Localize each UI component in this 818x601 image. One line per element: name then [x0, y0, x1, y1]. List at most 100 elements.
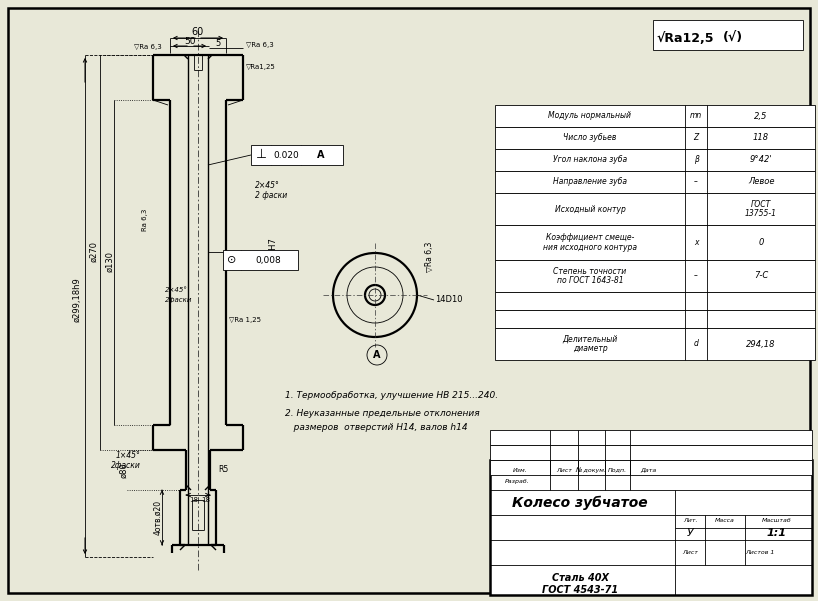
Text: ГОСТ 4543-71: ГОСТ 4543-71 — [542, 585, 618, 595]
Text: –: – — [694, 177, 698, 186]
Text: Ra 6,3: Ra 6,3 — [142, 209, 148, 231]
Text: ⊥: ⊥ — [255, 148, 267, 162]
Bar — [490, 430, 812, 445]
Bar — [188, 425, 208, 450]
Bar — [151, 53, 273, 549]
Bar — [188, 450, 208, 490]
Text: Z: Z — [694, 133, 699, 142]
Text: 2фаски: 2фаски — [111, 460, 141, 469]
Text: 18: 18 — [190, 497, 199, 503]
Text: 2×45°: 2×45° — [255, 180, 280, 189]
Text: Сталь 40Х: Сталь 40Х — [551, 573, 609, 583]
Text: ния исходного контура: ния исходного контура — [543, 243, 637, 252]
Text: 2×45°: 2×45° — [165, 287, 188, 293]
Text: Лист: Лист — [556, 468, 572, 472]
Bar — [208, 450, 210, 490]
Bar — [208, 100, 226, 425]
Text: Делительный: Делительный — [563, 335, 618, 344]
Text: Листов 1: Листов 1 — [745, 549, 775, 555]
Text: 50: 50 — [184, 37, 196, 46]
Bar — [495, 171, 815, 193]
Text: Степень точности: Степень точности — [553, 267, 627, 276]
Bar — [186, 450, 188, 490]
Text: Число зубьев: Число зубьев — [564, 133, 617, 142]
Bar — [495, 105, 815, 127]
Text: β: β — [694, 156, 699, 165]
Text: Разраб.: Разраб. — [505, 480, 530, 484]
Text: 7-С: 7-С — [754, 272, 768, 281]
Text: 1×45°: 1×45° — [116, 451, 141, 460]
Bar — [170, 100, 188, 425]
Text: 5: 5 — [215, 38, 221, 47]
Text: 294,18: 294,18 — [746, 340, 775, 349]
Bar — [490, 445, 812, 460]
Text: ø80: ø80 — [119, 462, 128, 478]
Text: (√): (√) — [723, 31, 743, 44]
Text: 2 фаски: 2 фаски — [255, 192, 287, 201]
Text: 18: 18 — [201, 497, 210, 503]
Text: d: d — [694, 340, 699, 349]
Bar — [495, 193, 815, 225]
Text: x: x — [694, 238, 699, 247]
Text: 2фаски: 2фаски — [165, 297, 192, 303]
Text: 0: 0 — [758, 238, 764, 247]
Bar — [495, 328, 815, 360]
Bar — [251, 145, 343, 165]
Bar — [208, 55, 243, 100]
Bar — [490, 460, 812, 475]
Text: 2,5: 2,5 — [754, 112, 767, 120]
Bar — [188, 490, 208, 545]
Text: Лит.: Лит. — [683, 519, 697, 523]
Text: У: У — [686, 528, 694, 538]
Text: R5: R5 — [218, 466, 228, 475]
Text: по ГОСТ 1643-81: по ГОСТ 1643-81 — [557, 276, 623, 285]
Text: № докум.: № докум. — [576, 467, 606, 473]
Text: Исходный контур: Исходный контур — [555, 204, 626, 213]
Text: A: A — [373, 350, 380, 360]
Text: Лист: Лист — [682, 549, 698, 555]
Text: Масштаб: Масштаб — [762, 519, 792, 523]
Text: Ø50H7: Ø50H7 — [268, 237, 277, 266]
Text: Колесо зубчатое: Колесо зубчатое — [512, 496, 648, 510]
Text: ø130: ø130 — [106, 251, 115, 272]
Text: ▽Ra 1,25: ▽Ra 1,25 — [229, 317, 261, 323]
Bar — [223, 250, 298, 270]
Text: ⊙: ⊙ — [227, 255, 236, 265]
Text: ▽Ra 6,3: ▽Ra 6,3 — [134, 44, 162, 50]
Bar — [495, 127, 815, 149]
Text: mn: mn — [690, 112, 702, 120]
Text: ГОСТ: ГОСТ — [751, 200, 771, 209]
Text: Левое: Левое — [748, 177, 775, 186]
Text: ø299,18h9: ø299,18h9 — [73, 278, 82, 322]
Bar — [490, 460, 812, 595]
Text: –: – — [694, 272, 698, 281]
Text: 0,008: 0,008 — [255, 255, 281, 264]
Bar — [653, 20, 803, 50]
Text: Направление зуба: Направление зуба — [553, 177, 627, 186]
Text: Модуль нормальный: Модуль нормальный — [549, 112, 631, 120]
Bar — [188, 55, 208, 100]
Text: 14D10: 14D10 — [435, 296, 462, 305]
Text: ▽Ra 6,3: ▽Ra 6,3 — [425, 242, 434, 272]
Text: Угол наклона зуба: Угол наклона зуба — [553, 156, 627, 165]
Text: Подп.: Подп. — [608, 468, 627, 472]
Text: 1. Термообработка, улучшение НВ 215...240.: 1. Термообработка, улучшение НВ 215...24… — [285, 391, 498, 400]
Bar — [180, 490, 188, 545]
Bar — [495, 292, 815, 310]
Bar — [495, 310, 815, 328]
Text: размеров  отверстий Н14, валов h14: размеров отверстий Н14, валов h14 — [285, 424, 468, 433]
Text: диаметр: диаметр — [573, 344, 608, 353]
Text: ▽Ra1,25: ▽Ra1,25 — [246, 64, 276, 70]
Text: Коэффициент смеще-: Коэффициент смеще- — [546, 233, 634, 242]
Text: 4отв.ø20: 4отв.ø20 — [154, 499, 163, 534]
Bar — [495, 149, 815, 171]
Text: ▽Ra 6,3: ▽Ra 6,3 — [246, 42, 274, 48]
Bar — [208, 490, 216, 545]
Text: 118: 118 — [753, 133, 769, 142]
Text: 9°42': 9°42' — [749, 156, 772, 165]
Bar — [495, 225, 815, 260]
Text: 0.020: 0.020 — [273, 150, 299, 159]
Text: √Ra12,5: √Ra12,5 — [656, 31, 714, 44]
Text: 13755-1: 13755-1 — [745, 209, 777, 218]
Text: Масса: Масса — [715, 519, 735, 523]
